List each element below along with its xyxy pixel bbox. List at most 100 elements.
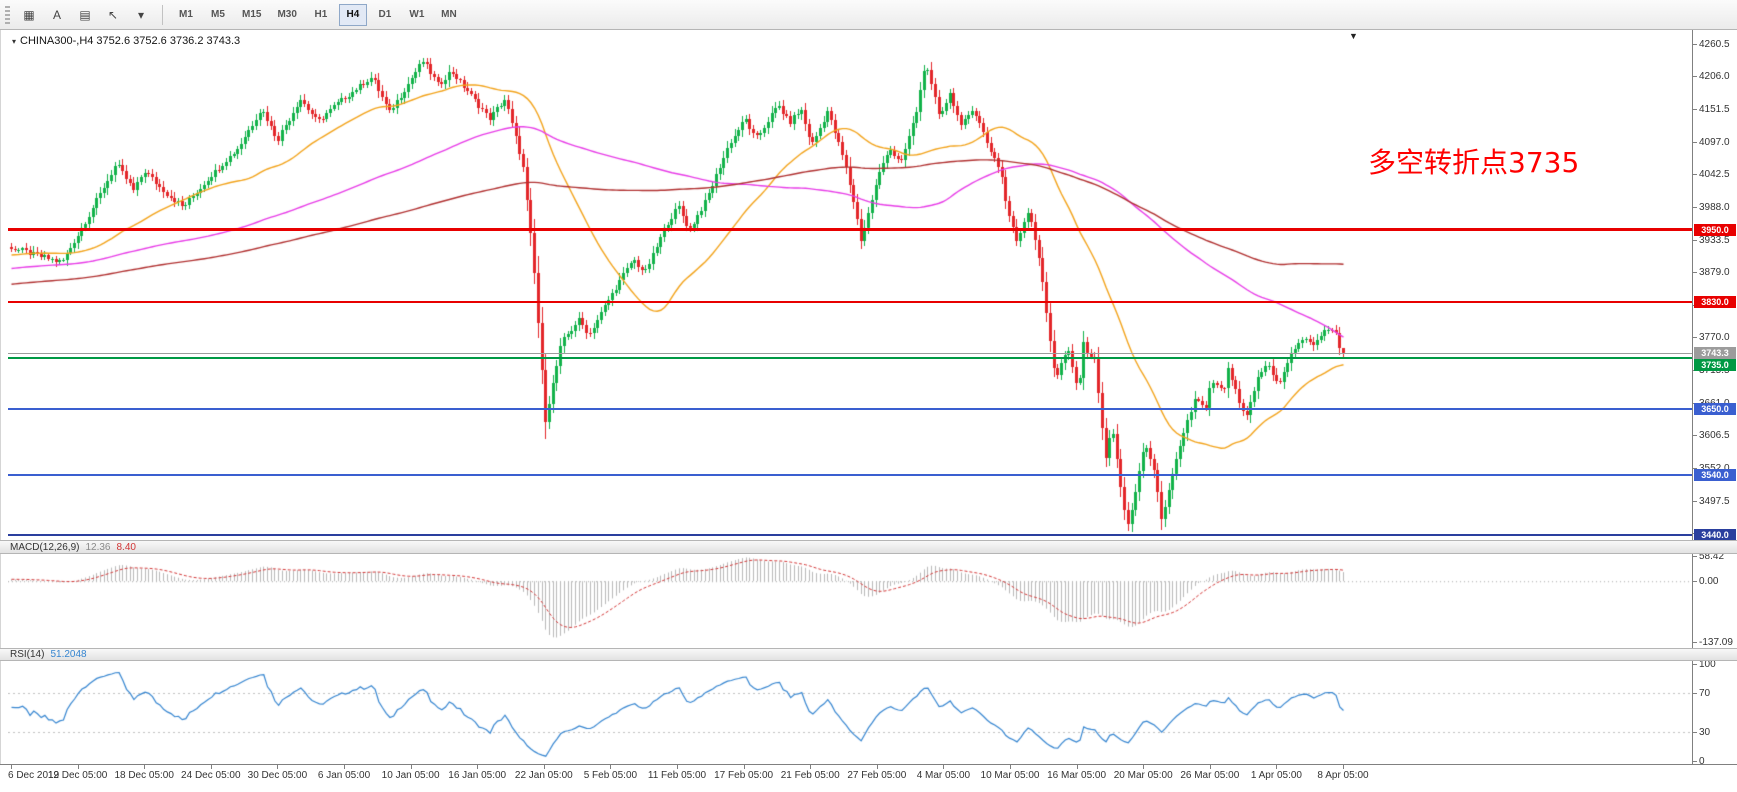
chart-grid-icon[interactable]: ▦ <box>23 7 35 22</box>
price-tick-label: 3497.5 <box>1699 495 1730 507</box>
price-tick-label: 3552.0 <box>1699 463 1730 474</box>
timeframe-button-m30[interactable]: M30 <box>277 9 297 20</box>
price-label-3440.0: 3440.0 <box>1694 529 1736 542</box>
time-tick <box>1276 765 1278 769</box>
price-label-3950.0: 3950.0 <box>1694 223 1736 236</box>
axis-tick <box>1693 76 1697 78</box>
time-tick <box>1010 765 1011 769</box>
tool-icon-group: ▦ A ▤ ↖ ▾ <box>16 3 154 27</box>
chart-shift-marker: ▼ <box>1349 31 1358 41</box>
hline-3743.3[interactable] <box>8 352 1692 354</box>
rsi-value: 51.2048 <box>50 649 87 660</box>
timeframe-button-m1[interactable]: M1 <box>179 9 193 20</box>
time-label: 4 Mar 05:00 <box>916 770 971 781</box>
macd-tick-label: 0.00 <box>1699 576 1719 588</box>
time-label: 21 Feb 05:00 <box>780 770 840 781</box>
axis-tick <box>1693 500 1697 502</box>
time-axis[interactable]: 6 Dec 2019 12 Dec 05:00 18 Dec 05:00 24 Dec… <box>0 764 1737 792</box>
time-label: 10 Jan 05:00 <box>381 770 440 781</box>
rsi-panel-header[interactable]: RSI(14) 51.2048 <box>0 648 1737 661</box>
time-tick <box>1143 765 1145 769</box>
time-label: 20 Mar 05:00 <box>1113 770 1173 781</box>
timeframe-button-m15[interactable]: M15 <box>242 9 262 20</box>
timeframe-button-w1[interactable]: W1 <box>409 9 425 20</box>
dropdown-caret-icon[interactable]: ▾ <box>137 7 145 22</box>
price-label-3735.0: 3735.0 <box>1694 359 1736 372</box>
macd-panel-header[interactable]: MACD(12,26,9) 12.36 8.40 <box>0 540 1737 554</box>
timeframe-button-h4[interactable]: H4 <box>338 3 367 26</box>
price-tick-label: 3606.5 <box>1699 430 1730 442</box>
time-tick <box>610 765 612 769</box>
macd-value-signal: 8.40 <box>116 541 136 553</box>
time-tick <box>1209 765 1211 769</box>
time-tick <box>277 765 279 769</box>
data-window-icon[interactable]: ▤ <box>79 7 91 22</box>
hline-3735.0[interactable] <box>8 357 1692 360</box>
price-label-3650.0: 3650.0 <box>1694 403 1736 416</box>
main-toolbar: ▦ A ▤ ↖ ▾ M1 M5 M15 M30 H1 H4 D1 W1 MN <box>0 0 1737 30</box>
timeframe-button-mn[interactable]: MN <box>441 9 457 20</box>
axis-tick <box>1693 581 1697 583</box>
time-tick <box>410 765 412 769</box>
cursor-tool-icon[interactable]: ↖ <box>107 7 119 22</box>
rsi-indicator-canvas[interactable] <box>8 661 1692 764</box>
price-tick-label: 3933.5 <box>1699 234 1730 246</box>
time-label: 5 Feb 05:00 <box>583 770 638 781</box>
time-tick <box>876 765 878 769</box>
hline-3830.0[interactable] <box>8 300 1692 303</box>
price-label-3743.3: 3743.3 <box>1694 347 1736 360</box>
rsi-tick-label: 0 <box>1699 756 1705 767</box>
time-label: 24 Dec 05:00 <box>181 770 241 781</box>
text-tool-icon[interactable]: A <box>52 7 61 22</box>
price-tick-label: 3988.0 <box>1699 201 1730 213</box>
time-label: 22 Jan 05:00 <box>514 770 573 781</box>
price-tick-label: 4097.0 <box>1699 136 1730 148</box>
timeframe-button-d1[interactable]: D1 <box>378 9 392 20</box>
axis-tick <box>1693 337 1697 339</box>
price-tick-label: 3770.0 <box>1699 332 1730 344</box>
hline-3540.0[interactable] <box>8 474 1692 477</box>
hline-3950.0[interactable] <box>8 228 1692 232</box>
toolbar-grip-handle[interactable] <box>5 5 10 24</box>
time-label: 18 Dec 05:00 <box>114 770 174 781</box>
time-tick <box>810 765 812 769</box>
time-label: 6 Dec 2019 <box>8 770 60 781</box>
time-label: 16 Jan 05:00 <box>448 770 507 781</box>
time-tick <box>77 765 79 769</box>
timeframe-button-h1[interactable]: H1 <box>314 9 328 20</box>
annotation-text[interactable]: 多空转折点3735 <box>1368 146 1580 179</box>
chart-title: ▾ CHINA300-,H4 3752.6 3752.6 3736.2 3743… <box>12 35 240 47</box>
time-tick <box>344 765 345 769</box>
time-label: 17 Feb 05:00 <box>714 770 774 781</box>
price-axis[interactable]: 3950.0 3830.0 3743.3 3735.0 3650.0 3540.0 3440… <box>1692 30 1737 767</box>
axis-tick <box>1693 402 1697 404</box>
hline-3440.0[interactable] <box>8 534 1692 537</box>
price-tick-label: 4206.0 <box>1699 71 1730 83</box>
price-tick-label: 3661.0 <box>1699 398 1730 409</box>
time-label: 8 Apr 05:00 <box>1317 770 1369 781</box>
axis-tick <box>1693 435 1697 437</box>
time-tick <box>743 765 745 769</box>
time-tick <box>210 765 212 769</box>
macd-indicator-canvas[interactable] <box>8 554 1692 648</box>
axis-tick <box>1693 272 1697 274</box>
timeframe-toolbar: M1 M5 M15 M30 H1 H4 D1 W1 MN <box>171 3 464 26</box>
price-tick-label: 4042.5 <box>1699 169 1730 181</box>
rsi-label: RSI(14) <box>10 649 45 660</box>
time-label: 10 Mar 05:00 <box>980 770 1040 781</box>
axis-tick <box>1693 468 1697 470</box>
time-tick <box>11 765 12 769</box>
rsi-tick-label: 100 <box>1699 659 1716 670</box>
macd-value-main: 12.36 <box>85 541 111 553</box>
time-tick <box>1343 765 1344 769</box>
axis-tick <box>1693 761 1697 762</box>
price-tick-label: 4260.5 <box>1699 38 1730 50</box>
axis-tick <box>1693 206 1697 208</box>
axis-tick <box>1693 664 1697 665</box>
hline-3650.0[interactable] <box>8 408 1692 411</box>
price-chart-canvas[interactable] <box>8 30 1692 540</box>
timeframe-button-m5[interactable]: M5 <box>211 9 225 20</box>
macd-tick-label: -137.09 <box>1699 636 1733 648</box>
time-label: 12 Dec 05:00 <box>47 770 108 781</box>
